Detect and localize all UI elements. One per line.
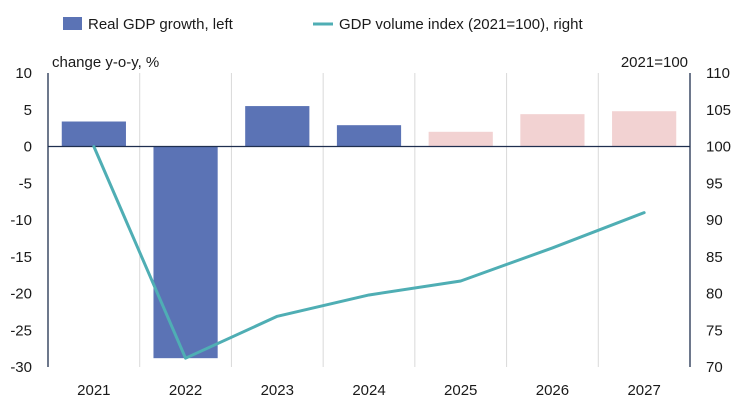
left-tick-label: -30 [10, 359, 32, 376]
x-tick-label: 2027 [627, 382, 660, 399]
left-tick-label: -5 [19, 175, 32, 192]
right-tick-label: 100 [706, 139, 731, 156]
right-tick-label: 90 [706, 212, 723, 229]
right-tick-label: 85 [706, 249, 723, 266]
left-tick-label: -10 [10, 212, 32, 229]
left-tick-label: 5 [24, 102, 32, 119]
right-tick-label: 110 [706, 65, 730, 82]
x-tick-labels: 2021 2022 2023 2024 2025 2026 2027 [77, 382, 661, 399]
bar-2026 [520, 114, 585, 147]
index-series-line [92, 145, 646, 360]
legend-label-line: GDP volume index (2021=100), right [339, 16, 583, 33]
bar-2021 [61, 121, 126, 147]
bars [61, 106, 677, 359]
x-tick-label: 2026 [536, 382, 569, 399]
bar-2025 [428, 131, 493, 147]
x-tick-label: 2023 [261, 382, 294, 399]
right-tick-label: 80 [706, 286, 723, 303]
axes [47, 73, 691, 367]
bar-2022 [153, 146, 218, 359]
left-tick-labels: 10 5 0 -5 -10 -15 -20 -25 -30 [10, 65, 32, 376]
right-tick-label: 95 [706, 175, 723, 192]
right-axis-unit-label: 2021=100 [621, 54, 688, 71]
bar-2027 [612, 111, 677, 147]
right-tick-label: 105 [706, 102, 731, 119]
x-tick-label: 2024 [352, 382, 385, 399]
left-tick-label: 10 [15, 65, 32, 82]
left-tick-label: 0 [24, 139, 32, 156]
legend: Real GDP growth, left GDP volume index (… [63, 16, 583, 33]
bar-2024 [336, 125, 402, 147]
gridlines [139, 73, 599, 367]
bar-2023 [245, 106, 310, 147]
left-tick-label: -15 [10, 249, 32, 266]
legend-label-bars: Real GDP growth, left [88, 16, 234, 33]
right-tick-label: 75 [706, 322, 723, 339]
left-axis-unit-label: change y-o-y, % [52, 54, 159, 71]
right-tick-label: 70 [706, 359, 723, 376]
right-tick-labels: 110 105 100 95 90 85 80 75 70 [706, 65, 731, 376]
x-tick-label: 2022 [169, 382, 202, 399]
left-tick-label: -25 [10, 322, 32, 339]
legend-swatch-bars [63, 17, 82, 30]
x-tick-label: 2021 [77, 382, 110, 399]
index-line [92, 145, 646, 360]
left-tick-label: -20 [10, 286, 32, 303]
x-tick-label: 2025 [444, 382, 477, 399]
